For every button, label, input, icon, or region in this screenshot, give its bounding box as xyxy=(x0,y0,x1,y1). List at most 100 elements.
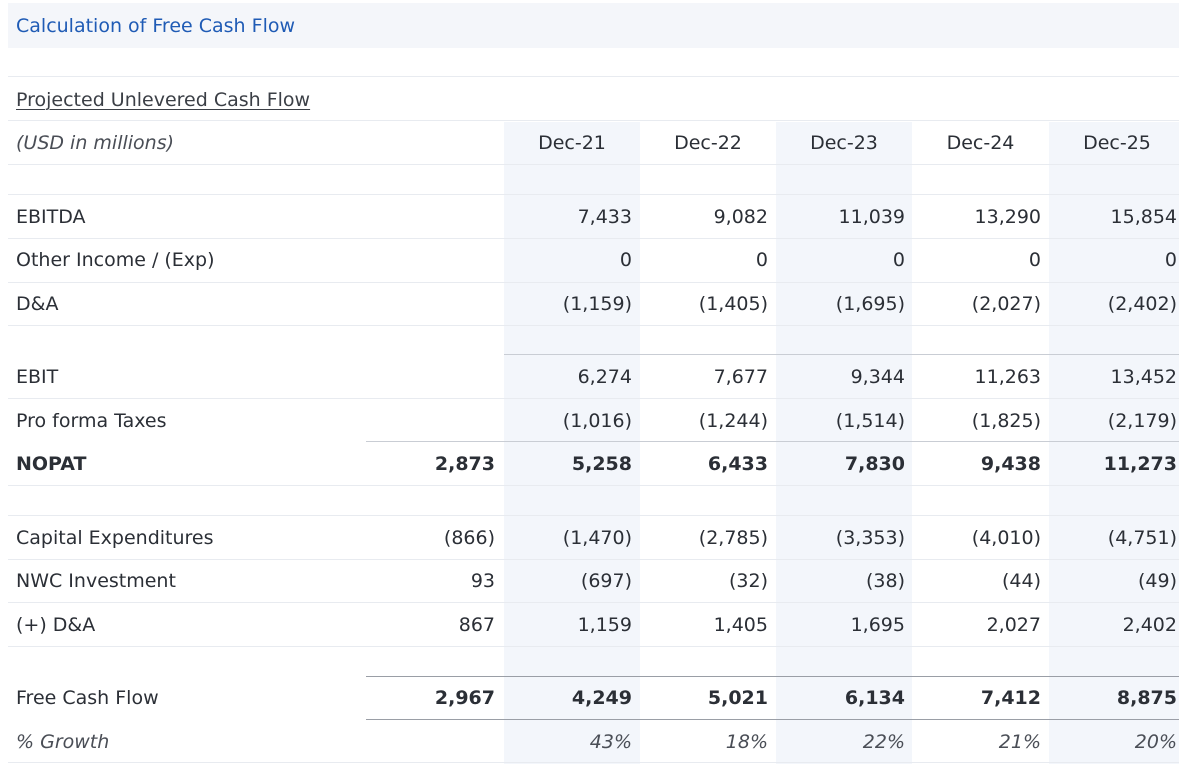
cell-value: 5,258 xyxy=(571,453,632,475)
cell-value: 11,273 xyxy=(1103,453,1177,475)
cell-value: 0 xyxy=(755,249,768,271)
cell-value: (1,016) xyxy=(562,410,632,432)
cell-value: (1,695) xyxy=(835,293,905,315)
table-row-other-income: Other Income / (Exp) 0 0 0 0 0 xyxy=(0,243,1179,277)
row-rule xyxy=(8,398,1179,399)
header-row: (USD in millions) Dec-21 Dec-22 Dec-23 D… xyxy=(0,126,1179,160)
cell-value: (1,514) xyxy=(835,410,905,432)
column-shade-dec25 xyxy=(1049,122,1179,764)
cell-value: 43% xyxy=(589,731,632,753)
cell-value: 5,021 xyxy=(707,687,768,709)
row-rule xyxy=(8,646,1179,647)
total-rule-bottom xyxy=(366,719,1179,720)
cell-value: 7,830 xyxy=(844,453,905,475)
cell-value: 9,438 xyxy=(980,453,1041,475)
cell-value: 2,027 xyxy=(986,614,1041,636)
column-header: Dec-22 xyxy=(674,132,742,154)
cell-value: (1,470) xyxy=(562,527,632,549)
cell-base-value: 93 xyxy=(470,570,495,592)
row-label: EBIT xyxy=(16,366,59,388)
cell-base-value: 867 xyxy=(458,614,495,636)
row-rule xyxy=(8,485,1179,486)
row-label: D&A xyxy=(16,293,59,315)
cell-value: (3,353) xyxy=(835,527,905,549)
cell-value: 4,249 xyxy=(571,687,632,709)
cell-value: (32) xyxy=(728,570,768,592)
row-label: % Growth xyxy=(16,731,110,753)
row-rule xyxy=(8,76,1179,77)
column-shade-dec21 xyxy=(504,122,640,764)
cell-value: (1,159) xyxy=(562,293,632,315)
total-rule-top xyxy=(366,676,1179,677)
row-rule xyxy=(8,762,1179,763)
row-label: NWC Investment xyxy=(16,570,176,592)
row-rule xyxy=(8,282,1179,283)
cell-value: 18% xyxy=(725,731,768,753)
cell-value: 7,412 xyxy=(980,687,1041,709)
cell-value: 8,875 xyxy=(1116,687,1177,709)
cell-value: (4,751) xyxy=(1107,527,1177,549)
cell-value: (1,825) xyxy=(971,410,1041,432)
units-label: (USD in millions) xyxy=(16,132,175,154)
column-header: Dec-21 xyxy=(538,132,606,154)
column-header: Dec-24 xyxy=(946,132,1015,154)
subtotal-rule-nopat xyxy=(366,441,1179,442)
cell-value: (49) xyxy=(1137,570,1177,592)
cell-value: (697) xyxy=(580,570,632,592)
row-rule xyxy=(8,164,1179,165)
cell-value: (38) xyxy=(865,570,905,592)
row-rule xyxy=(8,238,1179,239)
row-label: Pro forma Taxes xyxy=(16,410,167,432)
cell-value: 0 xyxy=(1028,249,1041,271)
table-row-growth: % Growth 43% 18% 22% 21% 20% xyxy=(0,725,1179,759)
cell-value: (2,179) xyxy=(1107,410,1177,432)
row-label: (+) D&A xyxy=(16,614,96,636)
row-label: Capital Expenditures xyxy=(16,527,214,549)
row-label: Other Income / (Exp) xyxy=(16,249,215,271)
cell-value: 7,677 xyxy=(713,366,768,388)
cell-value: (4,010) xyxy=(971,527,1041,549)
cell-value: (1,244) xyxy=(698,410,768,432)
table-row-taxes: Pro forma Taxes (1,016) (1,244) (1,514) … xyxy=(0,404,1179,438)
subtitle: Projected Unlevered Cash Flow xyxy=(16,89,311,111)
table-row-fcf: Free Cash Flow 2,967 4,249 5,021 6,134 7… xyxy=(0,681,1179,715)
subtitle-row: Projected Unlevered Cash Flow xyxy=(0,84,1179,116)
column-header: Dec-23 xyxy=(810,132,878,154)
cell-base-value: (866) xyxy=(443,527,495,549)
cell-value: (2,027) xyxy=(971,293,1041,315)
table-row-ebitda: EBITDA 7,433 9,082 11,039 13,290 15,854 xyxy=(0,200,1179,234)
cell-value: (1,405) xyxy=(698,293,768,315)
title-bar: Calculation of Free Cash Flow xyxy=(8,3,1179,48)
cell-value: 1,695 xyxy=(850,614,905,636)
cell-value: 21% xyxy=(998,731,1041,753)
cell-value: 6,134 xyxy=(844,687,905,709)
cell-value: 6,433 xyxy=(707,453,768,475)
table-row-capex: Capital Expenditures (866) (1,470) (2,78… xyxy=(0,521,1179,555)
row-label: EBITDA xyxy=(16,206,86,228)
row-rule xyxy=(8,325,1179,326)
table-row-nwc: NWC Investment 93 (697) (32) (38) (44) (… xyxy=(0,564,1179,598)
table-row-da: D&A (1,159) (1,405) (1,695) (2,027) (2,4… xyxy=(0,287,1179,321)
cell-value: 9,344 xyxy=(850,366,905,388)
cell-value: 0 xyxy=(1164,249,1177,271)
cell-value: 6,274 xyxy=(577,366,632,388)
cell-value: 2,402 xyxy=(1122,614,1177,636)
row-label: Free Cash Flow xyxy=(16,687,159,709)
cell-base-value: 2,967 xyxy=(434,687,495,709)
cell-value: 0 xyxy=(619,249,632,271)
cell-value: 13,452 xyxy=(1110,366,1177,388)
page-title: Calculation of Free Cash Flow xyxy=(16,14,296,37)
cell-value: 0 xyxy=(892,249,905,271)
cell-value: 7,433 xyxy=(577,206,632,228)
row-rule xyxy=(8,194,1179,195)
row-rule xyxy=(8,559,1179,560)
table-row-nopat: NOPAT 2,873 5,258 6,433 7,830 9,438 11,2… xyxy=(0,447,1179,481)
cell-value: 11,263 xyxy=(974,366,1041,388)
column-shade-dec23 xyxy=(776,122,912,764)
cell-value: (44) xyxy=(1001,570,1041,592)
cell-value: 1,405 xyxy=(713,614,768,636)
cell-value: 11,039 xyxy=(838,206,905,228)
row-label: NOPAT xyxy=(16,453,87,475)
cell-value: (2,402) xyxy=(1107,293,1177,315)
